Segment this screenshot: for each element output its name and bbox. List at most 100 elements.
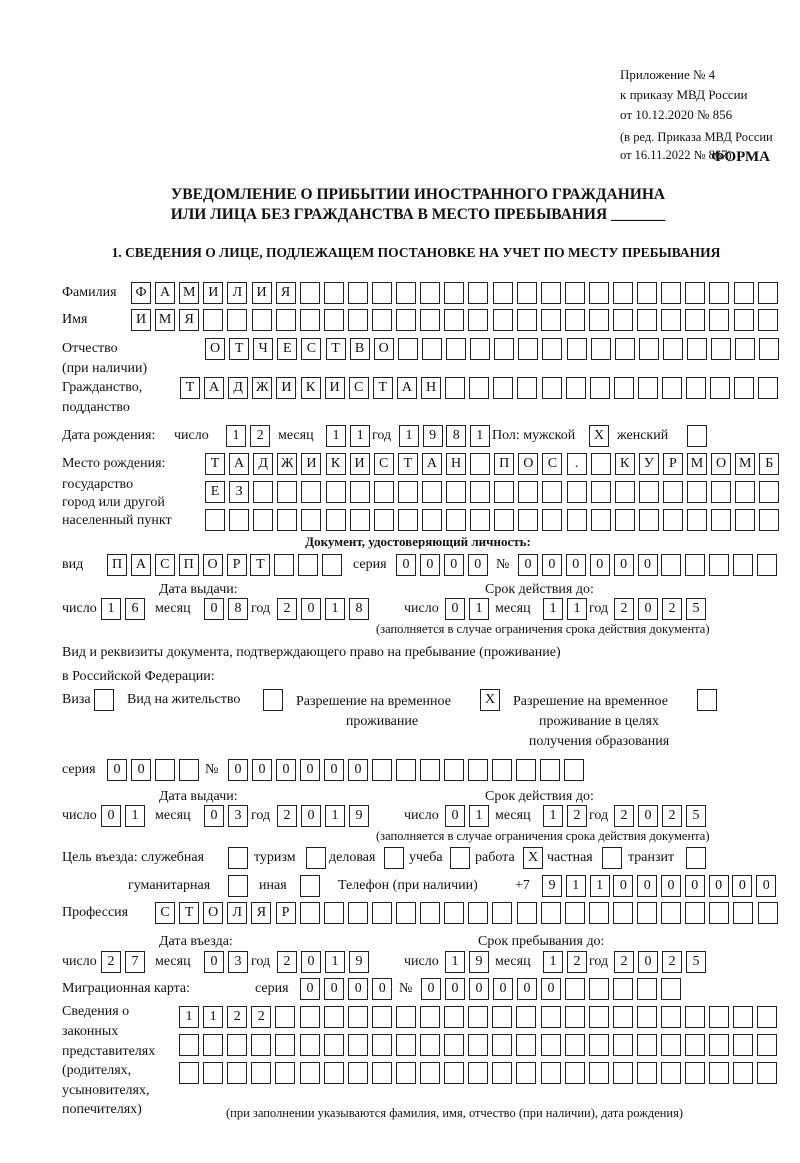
char-box[interactable] xyxy=(323,902,344,924)
char-box[interactable] xyxy=(564,1006,585,1028)
char-box[interactable] xyxy=(444,309,465,331)
char-box[interactable]: А xyxy=(204,377,225,399)
char-box[interactable] xyxy=(299,282,320,304)
char-box[interactable]: 0 xyxy=(637,875,658,897)
char-box[interactable] xyxy=(590,338,611,360)
char-box[interactable] xyxy=(711,509,732,531)
char-box[interactable] xyxy=(227,309,248,331)
char-box[interactable]: 0 xyxy=(565,554,586,576)
char-box[interactable]: 1 xyxy=(469,598,489,620)
char-box[interactable] xyxy=(372,309,392,331)
char-box[interactable] xyxy=(492,1006,513,1028)
char-box[interactable]: 1 xyxy=(203,1006,224,1028)
char-box[interactable]: 0 xyxy=(107,759,127,781)
char-box[interactable]: С xyxy=(373,453,394,475)
char-box[interactable]: Н xyxy=(421,377,441,399)
char-box[interactable] xyxy=(373,481,394,503)
checkbox-cell[interactable]: X xyxy=(589,425,609,447)
char-box[interactable] xyxy=(541,377,562,399)
char-box[interactable]: 0 xyxy=(517,978,537,1000)
char-box[interactable] xyxy=(277,509,298,531)
char-box[interactable]: Т xyxy=(397,453,418,475)
char-box[interactable]: 0 xyxy=(469,978,489,1000)
char-box[interactable] xyxy=(397,338,418,360)
char-box[interactable] xyxy=(710,377,731,399)
char-box[interactable]: 2 xyxy=(614,951,634,973)
char-box[interactable] xyxy=(759,338,780,360)
char-box[interactable]: 9 xyxy=(349,805,369,827)
char-box[interactable]: 8 xyxy=(228,598,248,620)
char-box[interactable]: С xyxy=(155,902,175,924)
char-box[interactable] xyxy=(566,481,587,503)
char-box[interactable]: 0 xyxy=(467,554,488,576)
checkbox-cell[interactable] xyxy=(686,847,706,869)
char-box[interactable]: 0 xyxy=(301,951,321,973)
char-box[interactable]: 0 xyxy=(541,978,561,1000)
char-box[interactable] xyxy=(565,978,585,1000)
char-box[interactable]: 0 xyxy=(204,598,224,620)
char-box[interactable]: 0 xyxy=(204,805,224,827)
checkbox-cell[interactable] xyxy=(228,847,248,869)
char-box[interactable] xyxy=(711,481,732,503)
char-box[interactable] xyxy=(470,338,491,360)
char-box[interactable] xyxy=(733,1034,754,1056)
char-box[interactable] xyxy=(662,377,682,399)
char-box[interactable] xyxy=(251,1034,272,1056)
char-box[interactable] xyxy=(709,902,730,924)
checkbox-cell[interactable] xyxy=(306,847,326,869)
char-box[interactable]: Я xyxy=(251,902,272,924)
char-box[interactable]: Т xyxy=(250,554,271,576)
char-box[interactable]: 1 xyxy=(325,951,345,973)
char-box[interactable]: З xyxy=(229,481,250,503)
char-box[interactable]: Р xyxy=(275,902,296,924)
char-box[interactable] xyxy=(395,1034,416,1056)
char-box[interactable] xyxy=(372,759,392,781)
char-box[interactable]: 0 xyxy=(637,554,658,576)
char-box[interactable]: Р xyxy=(226,554,247,576)
char-box[interactable]: 0 xyxy=(661,875,681,897)
char-box[interactable] xyxy=(566,338,587,360)
char-box[interactable] xyxy=(468,1062,489,1084)
char-box[interactable] xyxy=(685,1034,706,1056)
char-box[interactable]: О xyxy=(373,338,394,360)
char-box[interactable]: 0 xyxy=(638,951,658,973)
char-box[interactable] xyxy=(446,509,466,531)
char-box[interactable] xyxy=(299,1006,320,1028)
char-box[interactable]: И xyxy=(276,377,297,399)
checkbox-cell[interactable] xyxy=(94,689,114,711)
char-box[interactable]: Л xyxy=(227,282,248,304)
char-box[interactable]: 0 xyxy=(589,554,610,576)
char-box[interactable] xyxy=(301,481,322,503)
char-box[interactable]: У xyxy=(638,453,659,475)
char-box[interactable] xyxy=(661,554,682,576)
char-box[interactable] xyxy=(275,1062,296,1084)
char-box[interactable]: 2 xyxy=(251,1006,272,1028)
char-box[interactable]: М xyxy=(735,453,756,475)
char-box[interactable]: А xyxy=(396,377,417,399)
char-box[interactable] xyxy=(492,759,512,781)
char-box[interactable] xyxy=(395,1006,416,1028)
char-box[interactable] xyxy=(274,554,295,576)
char-box[interactable] xyxy=(251,1062,272,1084)
char-box[interactable] xyxy=(590,509,611,531)
char-box[interactable]: 1 xyxy=(469,425,490,447)
char-box[interactable] xyxy=(637,902,657,924)
char-box[interactable] xyxy=(371,1006,392,1028)
char-box[interactable]: 1 xyxy=(543,598,563,620)
char-box[interactable]: 0 xyxy=(324,978,345,1000)
char-box[interactable] xyxy=(372,282,392,304)
char-box[interactable]: П xyxy=(494,453,515,475)
char-box[interactable] xyxy=(397,481,418,503)
char-box[interactable] xyxy=(444,1006,465,1028)
char-box[interactable]: 2 xyxy=(662,598,682,620)
char-box[interactable]: Л xyxy=(227,902,248,924)
char-box[interactable] xyxy=(275,1034,296,1056)
char-box[interactable] xyxy=(685,1006,706,1028)
char-box[interactable]: О xyxy=(205,338,225,360)
char-box[interactable] xyxy=(420,1062,440,1084)
char-box[interactable] xyxy=(494,509,515,531)
char-box[interactable] xyxy=(518,338,539,360)
char-box[interactable] xyxy=(516,759,536,781)
char-box[interactable] xyxy=(349,481,370,503)
char-box[interactable]: Р xyxy=(662,453,683,475)
